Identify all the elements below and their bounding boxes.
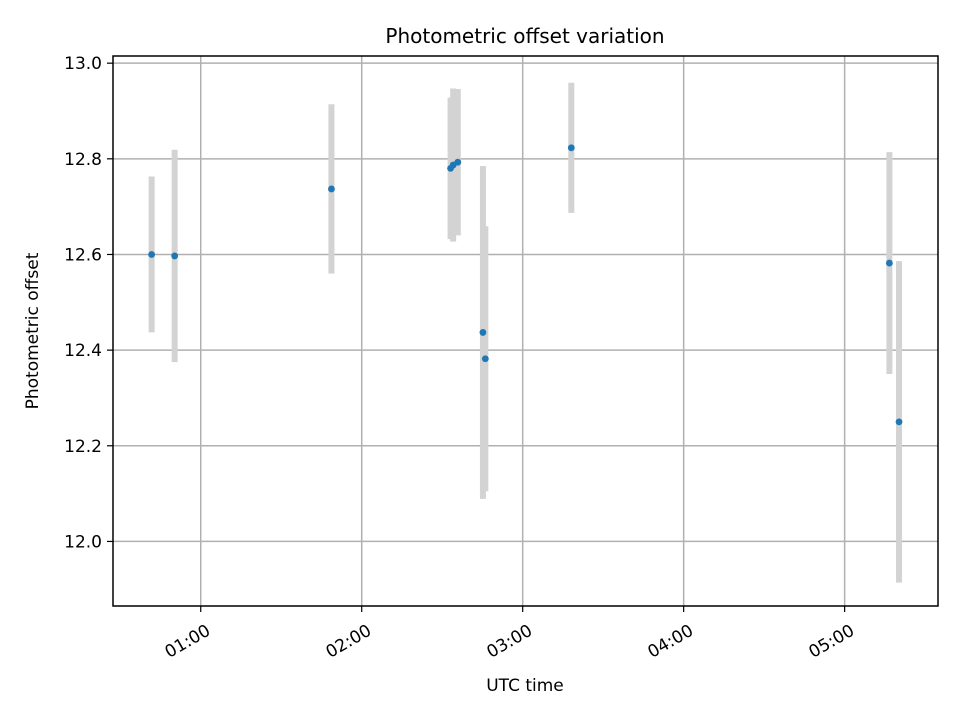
data-point [454, 158, 462, 166]
data-point [328, 185, 335, 193]
data-point [481, 355, 489, 363]
y-tick-label: 12.8 [64, 150, 102, 170]
data-point [171, 252, 179, 260]
y-tick-label: 12.2 [64, 437, 102, 457]
y-tick-label: 12.6 [64, 245, 102, 265]
y-tick-label: 12.0 [64, 532, 102, 552]
chart-title: Photometric offset variation [385, 24, 664, 48]
data-point [148, 251, 156, 258]
x-axis-label: UTC time [486, 676, 564, 696]
y-axis-label: Photometric offset [23, 252, 43, 409]
plot-frame [112, 55, 939, 607]
data-point [895, 418, 903, 426]
y-tick-label: 13.0 [64, 54, 102, 74]
data-point [479, 329, 487, 336]
point-layer [148, 144, 903, 426]
y-tick-label: 12.4 [64, 341, 102, 361]
grid-layer [113, 56, 938, 606]
data-point [567, 144, 575, 152]
data-point [885, 259, 893, 267]
